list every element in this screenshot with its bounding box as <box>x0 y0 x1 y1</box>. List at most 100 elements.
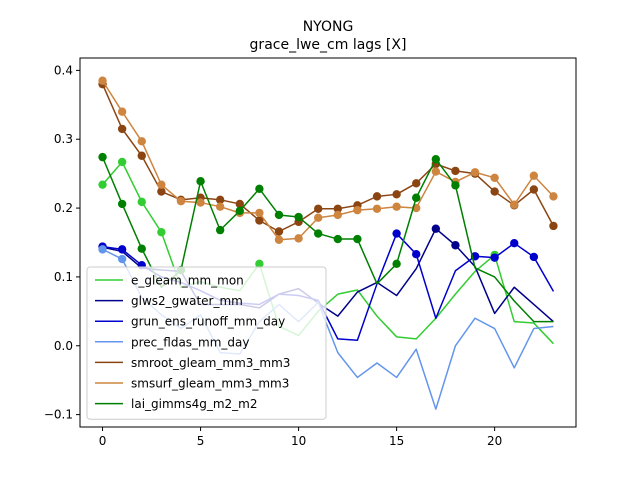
x-tick-label: 5 <box>197 434 205 448</box>
series-smsurf_gleam_mm3_mm3 <box>98 76 558 244</box>
data-point <box>412 193 421 202</box>
data-point <box>274 235 284 244</box>
data-point <box>176 196 186 206</box>
data-point <box>274 227 284 236</box>
data-point <box>255 216 264 225</box>
legend-box <box>86 266 327 420</box>
data-point <box>196 198 205 207</box>
data-point <box>470 168 480 177</box>
data-point <box>490 173 499 182</box>
legend-item: smsurf_gleam_mm3_mm3 <box>95 377 289 391</box>
data-point <box>255 259 264 269</box>
data-point <box>137 244 146 253</box>
series-lai_gimms4g_m2_m2 <box>98 152 554 323</box>
data-point <box>490 253 499 262</box>
data-point <box>451 166 460 176</box>
data-point <box>274 210 284 220</box>
data-point <box>392 190 401 199</box>
data-point <box>98 76 107 85</box>
legend-label: prec_fldas_mm_day <box>131 335 250 349</box>
legend: e_gleam_mm_mon glws2_gwater_mm grun_ens_ru… <box>86 266 327 420</box>
y-tick-label: 0.2 <box>54 201 73 215</box>
data-point <box>196 177 205 186</box>
data-point <box>157 227 166 237</box>
y-tick-label: −0.1 <box>44 408 73 422</box>
x-tick-label: 20 <box>487 434 502 448</box>
data-point <box>215 202 225 211</box>
y-tick-label: 0.0 <box>54 339 73 353</box>
y-tick-label: 0.4 <box>54 63 73 77</box>
data-point <box>372 192 382 201</box>
data-point <box>431 167 441 176</box>
data-point <box>412 250 421 259</box>
data-point <box>353 234 362 244</box>
y-tick-label: 0.1 <box>54 270 73 284</box>
data-point <box>451 241 460 250</box>
data-point <box>215 225 225 235</box>
data-point <box>392 202 401 211</box>
data-point <box>137 137 146 146</box>
legend-item: glws2_gwater_mm <box>95 294 243 308</box>
data-point <box>137 197 146 207</box>
data-point <box>353 205 362 215</box>
legend-item: e_gleam_mm_mon <box>95 274 244 288</box>
data-point <box>392 229 401 238</box>
data-point <box>255 208 264 218</box>
data-point <box>255 184 264 193</box>
data-point <box>314 213 323 222</box>
legend-item: prec_fldas_mm_day <box>95 335 250 349</box>
data-point <box>117 157 127 167</box>
data-point <box>431 155 441 164</box>
data-point <box>529 252 539 262</box>
data-point <box>431 224 441 233</box>
x-tick-label: 10 <box>291 434 306 448</box>
x-tick-label: 15 <box>389 434 404 448</box>
x-axis: 0 5 10 15 20 <box>99 427 502 448</box>
legend-item: smroot_gleam_mm3_mm3 <box>95 356 290 370</box>
data-point <box>333 234 342 244</box>
data-point <box>510 200 519 209</box>
data-point <box>235 199 244 209</box>
data-point <box>98 245 107 254</box>
legend-item: lai_gimms4g_m2_m2 <box>95 397 258 411</box>
data-point <box>117 199 127 209</box>
data-point <box>157 180 166 189</box>
data-point <box>215 195 225 205</box>
chart-title: NYONG <box>303 19 354 35</box>
data-point <box>529 171 539 180</box>
data-point <box>372 204 382 213</box>
plot-area <box>79 57 577 428</box>
data-point <box>117 124 127 134</box>
data-point <box>510 238 519 248</box>
data-point <box>117 107 127 116</box>
chart-subtitle: grace_lwe_cm lags [X] <box>250 37 407 53</box>
series-group <box>98 76 558 410</box>
data-point <box>98 152 107 162</box>
legend-label: grun_ens_runoff_mm_day <box>131 315 285 329</box>
legend-item: grun_ens_runoff_mm_day <box>95 315 285 329</box>
data-point <box>235 206 244 216</box>
data-point <box>333 204 342 213</box>
data-point <box>137 151 146 160</box>
data-point <box>529 185 539 194</box>
data-point <box>117 245 127 254</box>
legend-label: glws2_gwater_mm <box>131 294 243 308</box>
data-point <box>549 192 558 201</box>
legend-label: e_gleam_mm_mon <box>131 274 244 288</box>
data-point <box>157 187 166 196</box>
plot-frame <box>79 57 577 428</box>
data-point <box>314 229 323 238</box>
legend-label: smroot_gleam_mm3_mm3 <box>131 356 290 370</box>
y-tick-label: 0.3 <box>54 132 73 146</box>
data-point <box>451 181 460 190</box>
data-point <box>412 179 421 188</box>
data-point <box>490 187 499 196</box>
y-axis: −0.1 0.0 0.1 0.2 0.3 0.4 <box>44 63 80 422</box>
data-point <box>117 254 127 264</box>
data-point <box>333 210 342 220</box>
legend-label: lai_gimms4g_m2_m2 <box>131 397 258 411</box>
legend-label: smsurf_gleam_mm3_mm3 <box>131 377 289 391</box>
data-point <box>392 259 401 269</box>
data-point <box>98 180 107 189</box>
